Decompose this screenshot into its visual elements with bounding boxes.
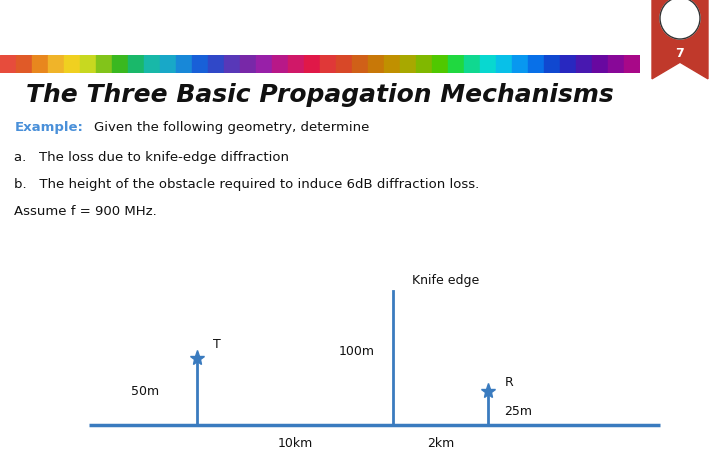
Bar <box>560 55 576 73</box>
Bar <box>528 55 544 73</box>
Text: Example:: Example: <box>14 121 84 134</box>
Bar <box>464 55 480 73</box>
Bar <box>96 55 112 73</box>
Bar <box>352 55 368 73</box>
Bar <box>304 55 320 73</box>
Bar <box>448 55 464 73</box>
Text: a.   The loss due to knife-edge diffraction: a. The loss due to knife-edge diffractio… <box>14 151 289 164</box>
Bar <box>176 55 192 73</box>
Bar <box>624 55 640 73</box>
Bar <box>48 55 64 73</box>
Text: 10km: 10km <box>278 437 312 450</box>
Text: 50m: 50m <box>131 385 159 398</box>
Bar <box>256 55 272 73</box>
Bar <box>64 55 80 73</box>
Bar <box>576 55 592 73</box>
Bar <box>288 55 304 73</box>
Bar <box>592 55 608 73</box>
Text: The Three Basic Propagation Mechanisms: The Three Basic Propagation Mechanisms <box>26 83 614 107</box>
Bar <box>160 55 176 73</box>
Bar <box>208 55 224 73</box>
Text: 25m: 25m <box>504 405 532 418</box>
Bar <box>432 55 448 73</box>
Bar <box>496 55 512 73</box>
Circle shape <box>660 0 700 39</box>
Bar <box>320 55 336 73</box>
Bar <box>608 55 624 73</box>
Bar <box>32 55 48 73</box>
Bar <box>480 55 496 73</box>
Bar <box>144 55 160 73</box>
Bar <box>416 55 432 73</box>
Text: 2km: 2km <box>427 437 454 450</box>
Bar <box>112 55 128 73</box>
Text: T: T <box>213 338 220 351</box>
Bar <box>384 55 400 73</box>
Bar <box>80 55 96 73</box>
Bar <box>192 55 208 73</box>
Text: Knife edge: Knife edge <box>413 274 480 287</box>
Text: R: R <box>504 376 513 389</box>
Bar <box>224 55 240 73</box>
Bar <box>336 55 352 73</box>
Bar <box>512 55 528 73</box>
Bar <box>272 55 288 73</box>
Bar <box>400 55 416 73</box>
Text: b.   The height of the obstacle required to induce 6dB diffraction loss.: b. The height of the obstacle required t… <box>14 178 480 191</box>
Bar <box>544 55 560 73</box>
Text: Given the following geometry, determine: Given the following geometry, determine <box>94 121 369 134</box>
Bar <box>16 55 32 73</box>
Polygon shape <box>652 0 708 79</box>
Bar <box>368 55 384 73</box>
Text: 7: 7 <box>675 47 685 59</box>
Bar <box>240 55 256 73</box>
Text: Assume f = 900 MHz.: Assume f = 900 MHz. <box>14 205 157 218</box>
Bar <box>128 55 144 73</box>
Text: 100m: 100m <box>338 345 374 358</box>
Bar <box>0 55 16 73</box>
